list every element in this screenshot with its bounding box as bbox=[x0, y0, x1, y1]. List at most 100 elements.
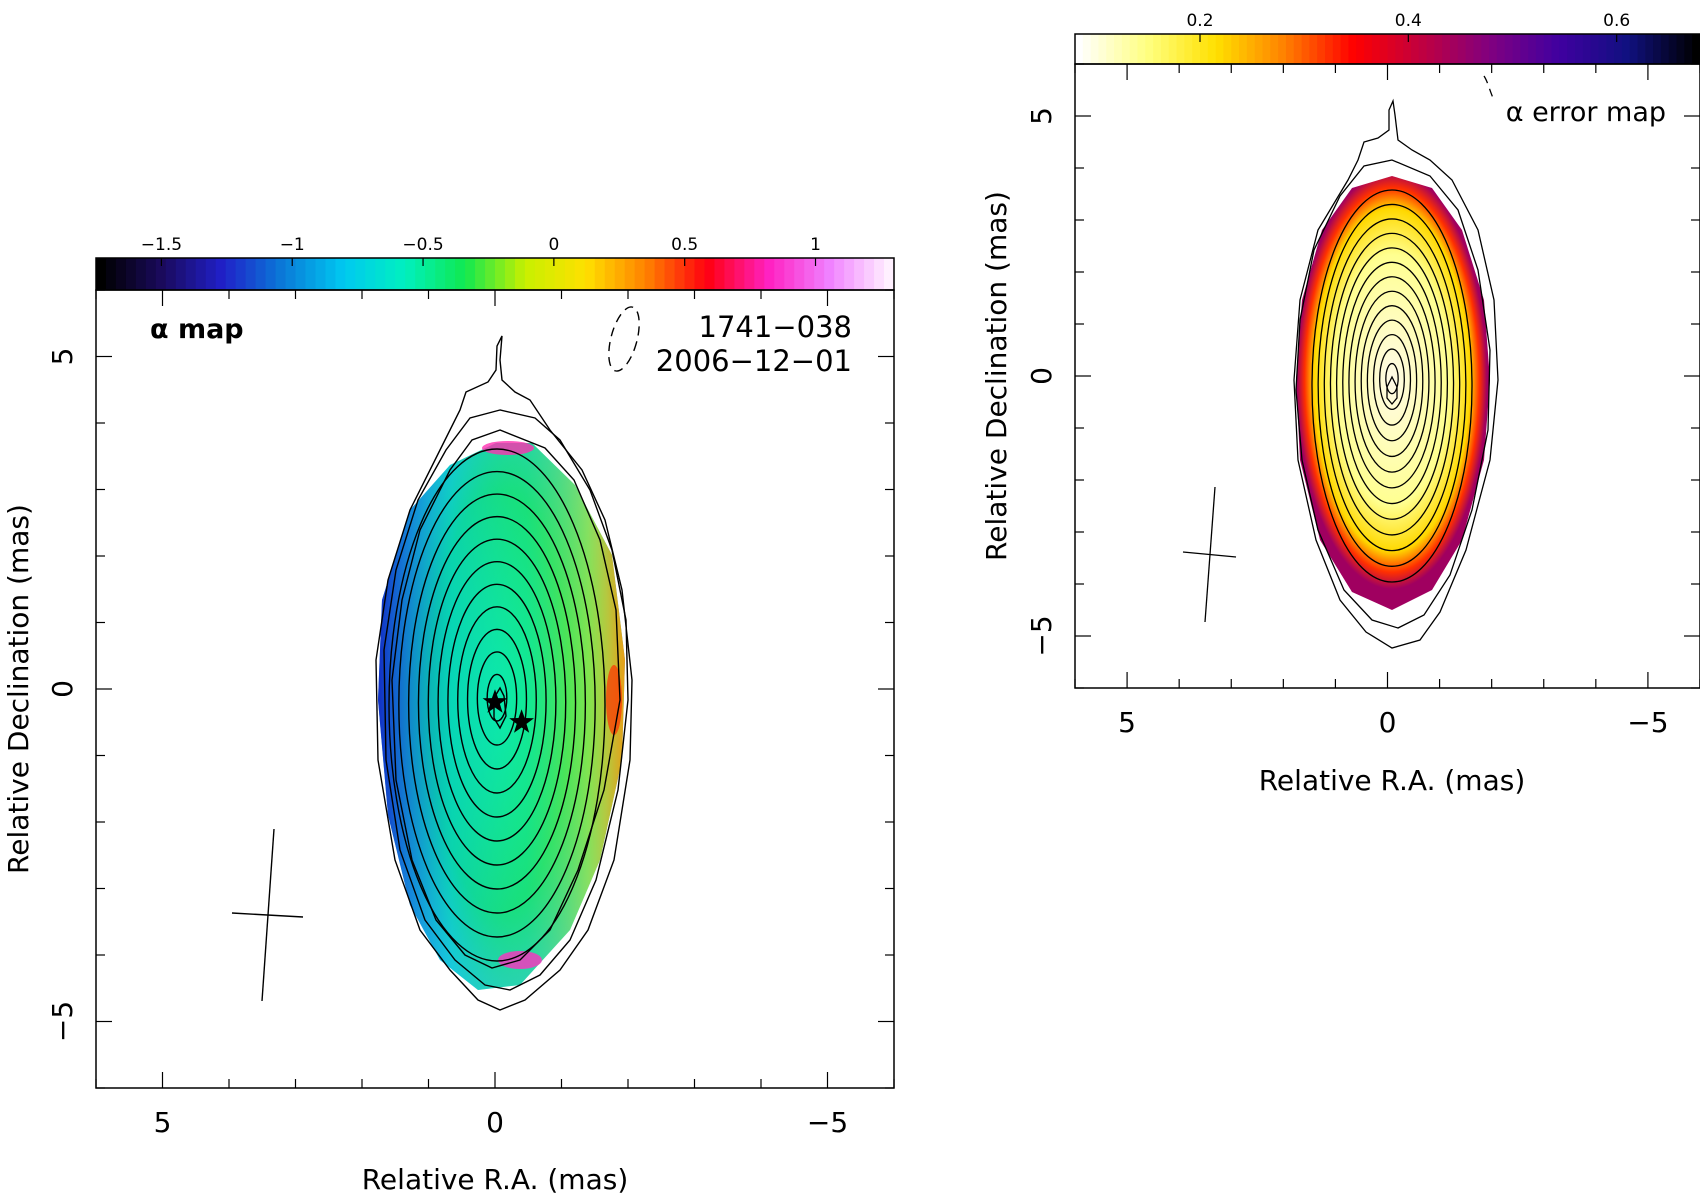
colorbar-band bbox=[1137, 34, 1146, 64]
colorbar-band bbox=[465, 258, 476, 290]
colorbar-band bbox=[165, 258, 177, 290]
contour-ring bbox=[1372, 333, 1412, 426]
colorbar-band bbox=[1590, 34, 1600, 64]
colorbar-band bbox=[425, 258, 436, 290]
y-tick-label: 0 bbox=[46, 680, 79, 698]
colorbar-band bbox=[604, 258, 616, 290]
colorbar-band bbox=[654, 258, 666, 290]
colorbar-band bbox=[754, 258, 765, 290]
colorbar-band bbox=[1528, 34, 1537, 64]
colorbar-band bbox=[594, 258, 606, 290]
y-axis-label: Relative Declination (mas) bbox=[2, 504, 35, 874]
colorbar-band bbox=[524, 258, 536, 290]
colorbar-band bbox=[1160, 34, 1170, 64]
colorbar-band bbox=[435, 258, 446, 290]
colorbar-band bbox=[1106, 34, 1115, 64]
colorbar-band bbox=[135, 258, 147, 290]
colorbar-band bbox=[315, 258, 327, 290]
colorbar-band bbox=[544, 258, 556, 290]
contour-ring bbox=[1323, 218, 1461, 552]
colorbar-band bbox=[1168, 34, 1178, 64]
colorbar-band bbox=[1395, 34, 1404, 64]
colorbar-band bbox=[125, 258, 137, 290]
y-axis-label: Relative Declination (mas) bbox=[980, 191, 1013, 561]
contour-ring bbox=[1311, 189, 1473, 583]
colorbar-band bbox=[1473, 34, 1482, 64]
colorbar-band bbox=[1317, 34, 1326, 64]
plot-area bbox=[375, 335, 633, 1011]
colorbar-band bbox=[574, 258, 586, 290]
colorbar-band bbox=[115, 258, 127, 290]
alpha-error-map-panel: 0.2 0.4 0.6 5 0 −5 5 0 −5 α error map Relative … bbox=[980, 11, 1700, 797]
colorbar-band bbox=[1504, 34, 1514, 64]
colorbar-band bbox=[1129, 34, 1139, 64]
colorbar-band bbox=[1598, 34, 1607, 64]
colorbar-band bbox=[1098, 34, 1107, 64]
contour-ring bbox=[427, 538, 567, 866]
colorbar-band bbox=[844, 258, 855, 290]
contour-ring bbox=[466, 628, 528, 770]
colorbar-band bbox=[554, 258, 566, 290]
core-contour bbox=[1386, 375, 1398, 406]
colorbar-tick-label: 0 bbox=[548, 235, 559, 255]
colorbar-band bbox=[1254, 34, 1264, 64]
colorbar-band bbox=[624, 258, 636, 290]
contour-ring bbox=[1366, 319, 1418, 442]
contour-ring bbox=[1360, 305, 1424, 458]
colorbar-band bbox=[385, 258, 396, 290]
y-tick-label: −5 bbox=[46, 1001, 79, 1042]
colorbar-band bbox=[1457, 34, 1467, 64]
colorbar-gradient bbox=[1075, 34, 1700, 64]
colorbar-band bbox=[195, 258, 207, 290]
contour-ring bbox=[1354, 290, 1430, 473]
outer-contour-2 bbox=[383, 409, 629, 991]
colorbar-band bbox=[415, 258, 426, 290]
colorbar-band bbox=[225, 258, 237, 290]
colorbar-band bbox=[355, 258, 366, 290]
contour-ring bbox=[1348, 276, 1436, 489]
colorbar-band bbox=[1239, 34, 1248, 64]
colorbar-band bbox=[1278, 34, 1287, 64]
colorbar-band bbox=[734, 258, 745, 290]
beam-minor-axis bbox=[231, 912, 304, 918]
y-tick-label: −5 bbox=[1025, 615, 1058, 656]
x-tick-label: −5 bbox=[807, 1106, 848, 1139]
colorbar-band bbox=[764, 258, 775, 290]
colorbar-band bbox=[684, 258, 696, 290]
axis-ticks bbox=[1074, 63, 1700, 689]
colorbar-band bbox=[1535, 34, 1545, 64]
colorbar-band bbox=[1364, 34, 1373, 64]
colorbar-band bbox=[145, 258, 157, 290]
colorbar-band bbox=[1629, 34, 1639, 64]
colorbar-band bbox=[405, 258, 416, 290]
colorbar-band bbox=[794, 258, 805, 290]
colorbar-band bbox=[1176, 34, 1185, 64]
x-tick-label: 0 bbox=[1379, 706, 1397, 739]
colorbar-band bbox=[105, 258, 117, 290]
colorbar-band bbox=[664, 258, 676, 290]
colorbar-tick-label: −1 bbox=[280, 235, 305, 255]
beam-minor-axis bbox=[1182, 551, 1237, 558]
colorbar-band bbox=[1207, 34, 1217, 64]
colorbar-band bbox=[1520, 34, 1529, 64]
colorbar-band bbox=[1184, 34, 1193, 64]
colorbar-band bbox=[345, 258, 356, 290]
colorbar-band bbox=[704, 258, 716, 290]
colorbar-band bbox=[455, 258, 466, 290]
plot-area bbox=[1293, 98, 1499, 649]
colorbar-band bbox=[1559, 34, 1568, 64]
contour-ring bbox=[1335, 247, 1449, 520]
colorbar-band bbox=[1403, 34, 1412, 64]
colorbar-band bbox=[714, 258, 726, 290]
colorbar-tick-label: 1 bbox=[810, 235, 821, 255]
colorbar-tick-label: 0.4 bbox=[1395, 11, 1422, 31]
colorbar-band bbox=[295, 258, 307, 290]
colorbar-band bbox=[814, 258, 825, 290]
colorbar-band bbox=[1684, 34, 1693, 64]
colorbar-band bbox=[824, 258, 835, 290]
colorbar-band bbox=[1309, 34, 1318, 64]
colorbar-band bbox=[1426, 34, 1435, 64]
outer-contour-3 bbox=[391, 429, 621, 969]
colorbar-band bbox=[365, 258, 376, 290]
colorbar-band bbox=[1153, 34, 1162, 64]
